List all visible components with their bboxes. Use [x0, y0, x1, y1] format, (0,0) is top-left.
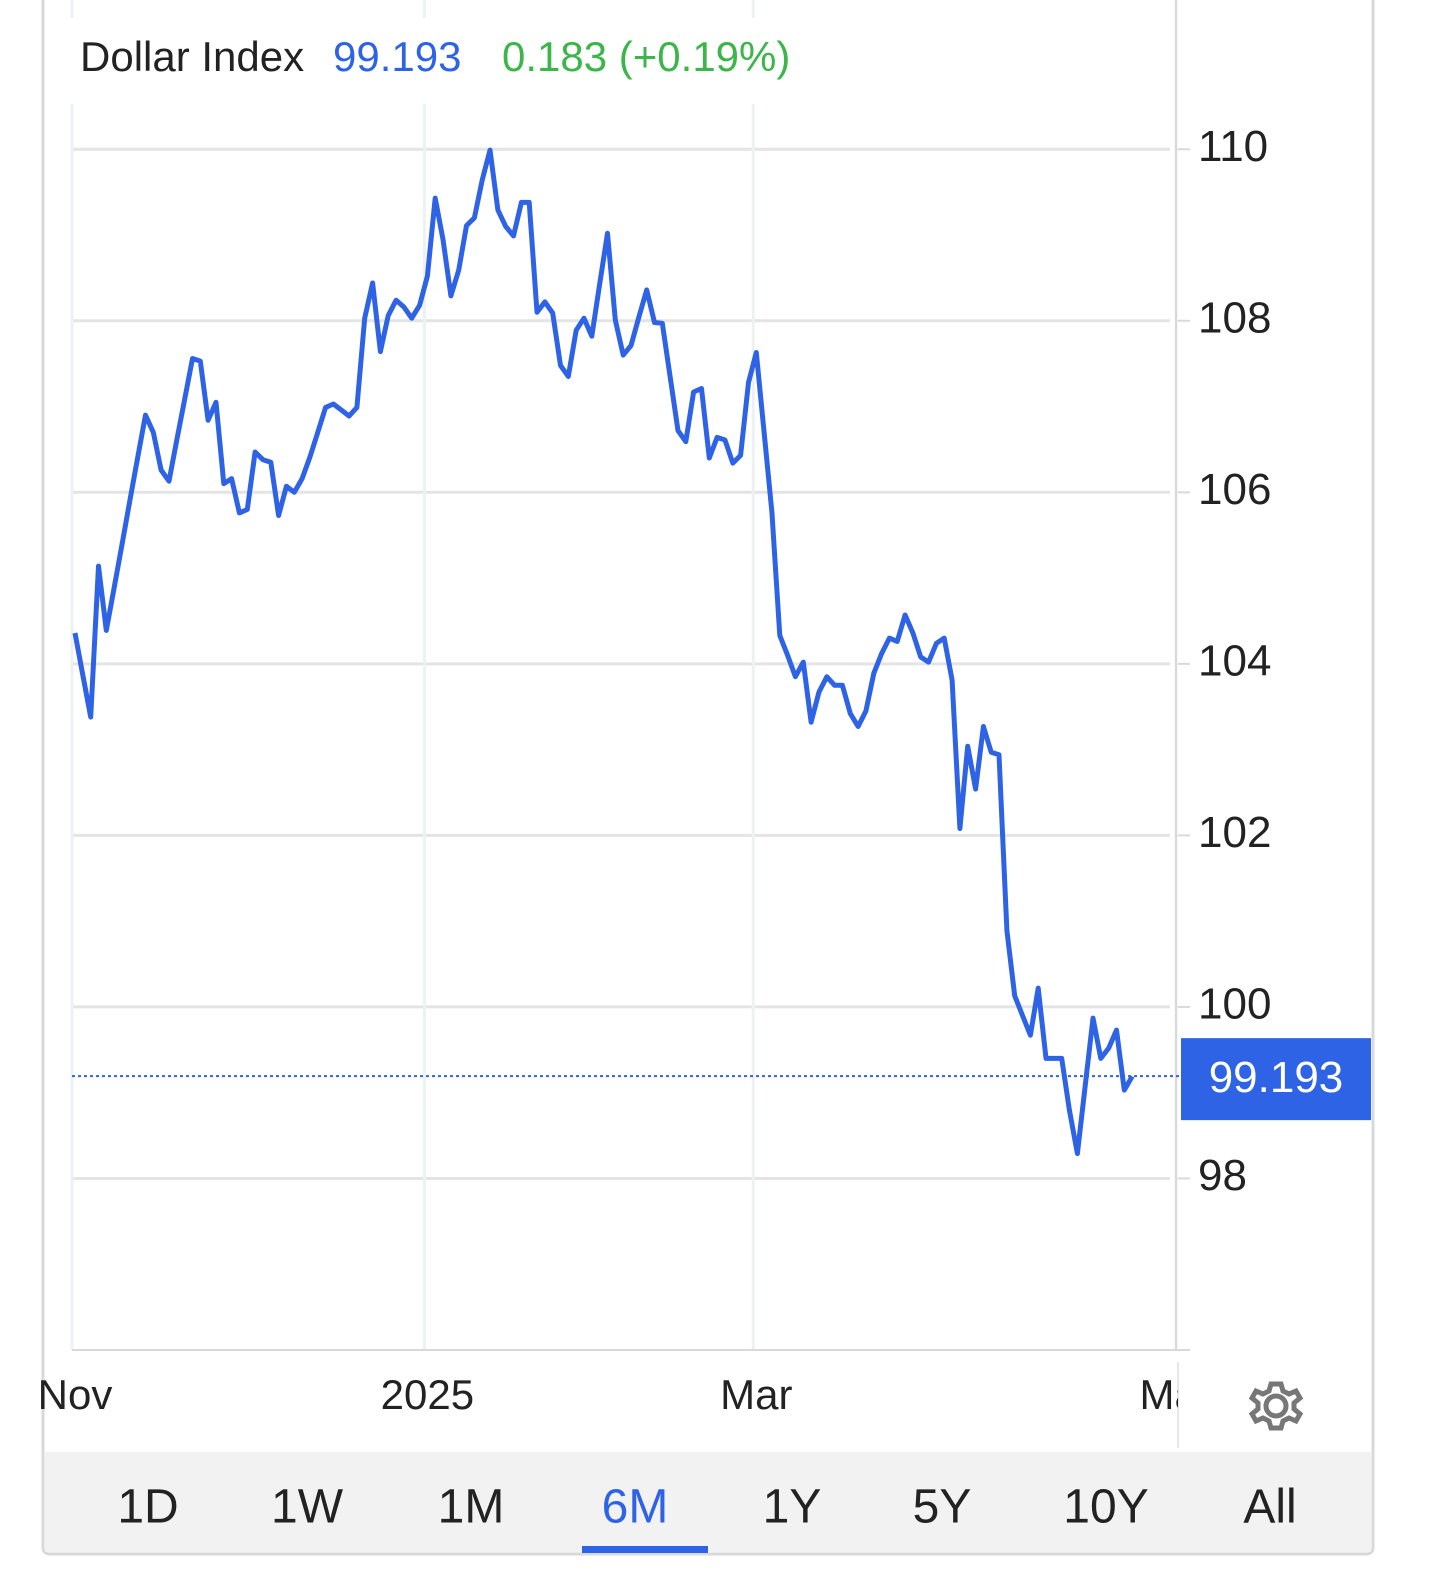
- y-tick-label: 100: [1198, 980, 1271, 1029]
- settings-icon[interactable]: [1248, 1381, 1304, 1431]
- x-labels: Nov 2025 Mar May: [38, 1371, 1218, 1418]
- x-tick-label: Nov: [38, 1371, 113, 1418]
- y-tick-label: 102: [1198, 808, 1271, 857]
- x-tick-label: 2025: [381, 1371, 474, 1418]
- price-line: [72, 147, 1135, 1157]
- range-button[interactable]: 1Y: [763, 1481, 822, 1534]
- range-button[interactable]: 6M: [602, 1481, 669, 1534]
- last-price-label: 99.193: [1209, 1053, 1344, 1102]
- range-buttons: 1D 1W 1M 6M 1Y 5Y 10Y All: [117, 1481, 1297, 1553]
- chart-title: Dollar Index: [80, 33, 304, 80]
- y-tick-label: 110: [1198, 122, 1268, 171]
- y-tick-label: 108: [1198, 293, 1271, 342]
- card: [41, 0, 1375, 1556]
- last-value: 99.193: [333, 33, 461, 80]
- x-tick-label: May: [1139, 1371, 1218, 1418]
- range-button[interactable]: 5Y: [913, 1481, 972, 1534]
- range-underline: [582, 1546, 708, 1553]
- x-tick-label: Mar: [720, 1371, 792, 1418]
- range-bar: [45, 1452, 1371, 1552]
- y-tick-label: 104: [1198, 636, 1271, 685]
- change: 0.183 (+0.19%): [502, 33, 790, 80]
- range-button[interactable]: 1M: [438, 1481, 505, 1534]
- header-bg: [68, 18, 1168, 104]
- range-button[interactable]: 1W: [271, 1481, 344, 1534]
- last-price-box: [1181, 1038, 1371, 1121]
- range-button[interactable]: 10Y: [1063, 1481, 1148, 1534]
- range-button[interactable]: 1D: [117, 1481, 178, 1534]
- y-tick-label: 106: [1198, 465, 1271, 514]
- y-tick-label: 98: [1198, 1151, 1247, 1200]
- plot: 99.193: [72, 147, 1371, 1157]
- range-button[interactable]: All: [1243, 1481, 1296, 1534]
